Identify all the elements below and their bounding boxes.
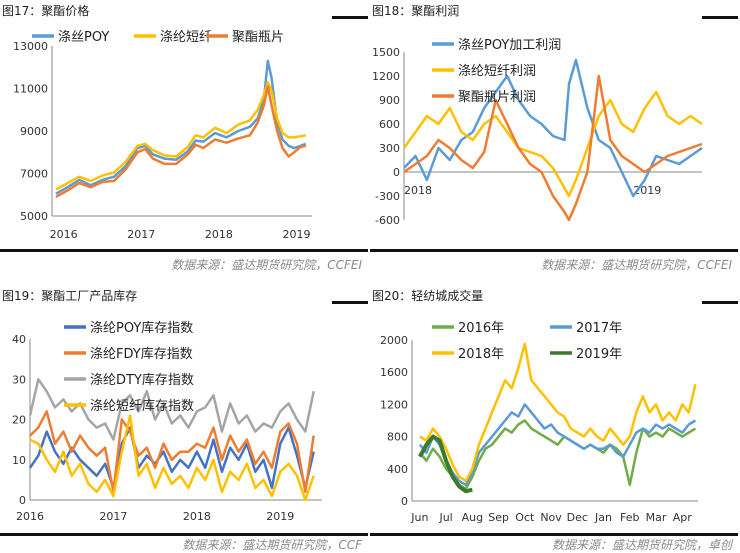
x-tick-label: Oct (515, 511, 535, 524)
x-tick-label: 2018 (183, 510, 211, 523)
x-tick-label: 2018 (205, 228, 233, 241)
legend-label: 聚酯瓶片利润 (458, 90, 536, 105)
series-line (419, 342, 697, 483)
y-tick-label: 9000 (20, 125, 48, 138)
y-tick-label: 0 (393, 166, 400, 179)
series-line (55, 59, 307, 195)
bottom-rule (0, 533, 368, 536)
y-tick-label: 400 (387, 463, 408, 476)
series-line (55, 85, 307, 198)
y-tick-label: 2000 (380, 334, 408, 347)
chart-panel-20: 图20：轻纺城成交量 0 400 800 1200 1600 2000 Jun Jul Aug S… (370, 277, 740, 553)
series-line (29, 414, 315, 502)
chart-title: 图19：聚酯工厂产品库存 (2, 289, 138, 303)
y-tick-label: 0 (401, 495, 408, 508)
legend-label: 涤纶短纤利润 (458, 64, 536, 79)
y-tick-label: -300 (375, 190, 400, 203)
legend-label: 涤丝POY加工利润 (458, 38, 561, 53)
title-rule (702, 16, 738, 19)
chart-panel-18: 图18：聚酯利润 -600 -300 0 300 600 900 1200 1500 2018 2… (370, 0, 740, 276)
legend-label: 涤纶短纤 (160, 30, 212, 45)
x-tick-label: Aug (462, 511, 483, 524)
legend-label: 2017年 (576, 321, 622, 336)
series-line (403, 58, 703, 198)
x-tick-label: 2017 (99, 510, 127, 523)
title-rule (702, 301, 738, 304)
series-line (418, 434, 473, 494)
source-note: 数据来源：盛达期货研究院，CCFEI (171, 258, 362, 272)
x-tick-label: 2016 (50, 228, 78, 241)
legend-label: 2016年 (458, 321, 504, 336)
y-tick-label: 300 (379, 142, 400, 155)
legend-label: 2019年 (576, 347, 622, 362)
x-tick-label: Jun (410, 511, 428, 524)
y-tick-label: 5000 (20, 210, 48, 223)
y-tick-label: 0 (19, 494, 26, 507)
y-tick-label: 1200 (372, 70, 400, 83)
chart-title: 图17：聚酯价格 (2, 4, 90, 18)
legend-label: 2018年 (458, 347, 504, 362)
x-tick-label: Jan (594, 511, 612, 524)
series-line (28, 426, 315, 490)
chart-title: 图18：聚酯利润 (372, 4, 460, 18)
source-note: 数据来源：盛达期货研究院，CCFEI (541, 258, 732, 272)
y-tick-label: 30 (12, 373, 26, 386)
x-tick-label: Mar (646, 511, 667, 524)
y-tick-label: 13000 (13, 40, 48, 53)
x-tick-label: 2017 (127, 228, 155, 241)
x-tick-label: Apr (673, 511, 693, 524)
bottom-rule (0, 249, 368, 252)
series-line (29, 410, 315, 494)
source-note: 数据来源：盛达期货研究院，卓创 (551, 538, 732, 552)
chart-panel-17: 图17：聚酯价格 5000 7000 9000 11000 13000 2016 2017 2… (0, 0, 370, 276)
x-tick-label: Jul (438, 511, 452, 524)
legend-label: 涤丝POY (58, 30, 109, 45)
x-tick-label: Dec (567, 511, 588, 524)
bottom-rule (370, 249, 738, 252)
legend-label: 涤纶POY库存指数 (90, 320, 193, 336)
series-line (403, 74, 703, 222)
chart-svg: 0 400 800 1200 1600 2000 Jun Jul Aug Sep Oct Nov Dec… (380, 321, 698, 524)
y-tick-label: 10 (12, 454, 26, 467)
y-tick-label: 800 (387, 431, 408, 444)
x-tick-label: 2019 (266, 510, 294, 523)
source-note: 数据来源：盛达期货研究院，CCF (182, 538, 362, 552)
y-tick-label: 1500 (372, 46, 400, 59)
chart-svg: 5000 7000 9000 11000 13000 2016 2017 2018 2019 涤丝… (13, 30, 312, 241)
title-rule (332, 16, 368, 19)
x-tick-label: 2016 (16, 510, 44, 523)
y-tick-label: 40 (12, 333, 26, 346)
legend-label: 涤纶FDY库存指数 (90, 346, 193, 362)
legend-label: 涤纶短纤库存指数 (90, 398, 194, 414)
series-line (402, 90, 703, 198)
x-tick-label: Nov (540, 511, 562, 524)
series-line (418, 403, 697, 487)
y-tick-label: 1600 (380, 366, 408, 379)
chart-svg: 0 10 20 30 40 2016 2017 2018 2019 涤纶POY库存指数涤纶FDY库… (12, 320, 322, 523)
title-rule (332, 301, 368, 304)
x-tick-label: 2019 (282, 228, 310, 241)
y-tick-label: 20 (12, 414, 26, 427)
series-line (55, 80, 307, 191)
y-tick-label: 11000 (13, 83, 48, 96)
bottom-rule (370, 533, 738, 536)
chart-title: 图20：轻纺城成交量 (372, 289, 484, 303)
x-tick-label: Feb (620, 511, 639, 524)
y-tick-label: 600 (379, 118, 400, 131)
x-tick-label: Sep (488, 511, 509, 524)
y-tick-label: 900 (379, 94, 400, 107)
y-tick-label: 7000 (20, 168, 48, 181)
y-tick-label: -600 (375, 214, 400, 227)
legend-label: 聚酯瓶片 (232, 30, 284, 45)
y-tick-label: 1200 (380, 398, 408, 411)
chart-panel-19: 图19：聚酯工厂产品库存 0 10 20 30 40 2016 2017 2018 2019 涤纶… (0, 277, 370, 553)
x-tick-label: 2018 (404, 184, 432, 197)
legend-label: 涤纶DTY库存指数 (90, 372, 194, 388)
